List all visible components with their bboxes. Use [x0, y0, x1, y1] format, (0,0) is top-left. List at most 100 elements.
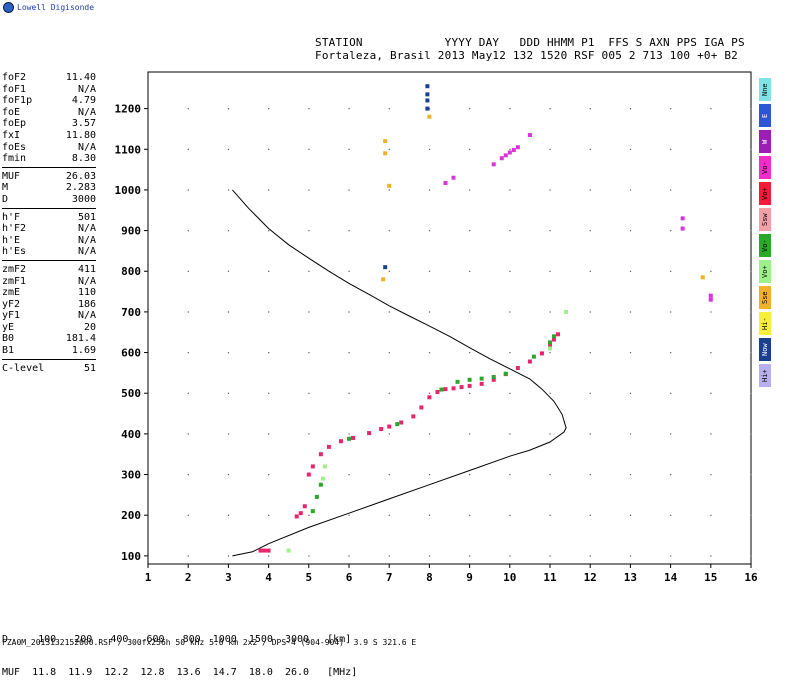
grid-dot [629, 230, 632, 232]
x-tick-label: 12 [584, 571, 597, 584]
grid-dot [670, 474, 672, 476]
x-tick-label: 9 [466, 571, 473, 584]
x-tick-label: 3 [225, 571, 232, 584]
legend-button-sse[interactable]: Sse [759, 286, 771, 309]
grid-dot [428, 555, 431, 557]
grid-dot [348, 555, 350, 557]
grid-dot [308, 108, 310, 110]
echo-point [479, 376, 484, 381]
grid-dot [629, 108, 632, 110]
grid-dot [227, 108, 230, 110]
muf-distance-row: D 100 200 400 600 800 1000 1500 3000 [km… [2, 634, 352, 645]
param-row: foEs N/A [2, 142, 96, 154]
grid-dot [750, 189, 752, 191]
grid-dot [268, 433, 270, 435]
grid-dot [589, 148, 591, 150]
grid-dot [268, 230, 270, 232]
param-row: foF1 N/A [2, 84, 96, 96]
grid-dot [670, 270, 672, 272]
legend-button-hi-[interactable]: Hi+ [759, 364, 771, 387]
param-value: N/A [77, 310, 96, 322]
echo-point [425, 84, 430, 89]
y-tick-label: 800 [121, 265, 141, 278]
param-row: B1 1.69 [2, 345, 96, 357]
muf-table: D 100 200 400 600 800 1000 1500 3000 [km… [2, 612, 357, 689]
polarization-legend: Nne E W Vo- Vo+ Ssw Vo- Vo+ Sse Hi- Now Hi+ [759, 78, 771, 390]
x-tick-label: 1 [145, 571, 152, 584]
grid-dot [268, 352, 270, 354]
grid-dot [710, 433, 712, 435]
param-name: zmF1 [2, 275, 27, 287]
grid-dot [509, 433, 511, 435]
y-tick-label: 700 [121, 306, 141, 319]
legend-button-ssw[interactable]: Ssw [759, 208, 771, 231]
legend-button-vo-[interactable]: Vo- [759, 234, 771, 257]
echo-point [318, 482, 323, 487]
y-tick-label: 1000 [115, 184, 142, 197]
grid-dot [750, 108, 752, 110]
y-tick-label: 400 [121, 428, 141, 441]
param-row: h'Es N/A [2, 246, 96, 258]
grid-dot [348, 189, 350, 191]
echo-point [318, 452, 323, 457]
echo-point [479, 381, 484, 386]
grid-dot [589, 230, 591, 232]
param-name: zmF2 [2, 263, 27, 275]
echo-point [564, 309, 569, 314]
x-tick-label: 13 [624, 571, 637, 584]
legend-button-nne[interactable]: Nne [759, 78, 771, 101]
grid-dot [388, 555, 390, 557]
grid-dot [469, 474, 471, 476]
grid-dot [710, 555, 712, 557]
grid-dot [549, 108, 551, 110]
grid-dot [549, 270, 551, 272]
grid-dot [589, 474, 591, 476]
echo-point [379, 427, 384, 432]
grid-dot [187, 514, 189, 516]
grid-dot [227, 352, 230, 354]
legend-button-now[interactable]: Now [759, 338, 771, 361]
y-tick-label: 1100 [115, 143, 142, 156]
echo-point [539, 351, 544, 356]
grid-dot [348, 311, 350, 313]
grid-dot [308, 433, 310, 435]
echo-point [387, 183, 392, 188]
grid-dot [308, 514, 310, 516]
echo-point [310, 464, 315, 469]
grid-dot [428, 352, 431, 354]
grid-dot [509, 108, 511, 110]
echo-point [427, 114, 432, 119]
grid-dot [348, 148, 350, 150]
grid-dot [750, 311, 752, 313]
echo-point [302, 504, 307, 509]
grid-dot [147, 189, 149, 191]
legend-button-w[interactable]: W [759, 130, 771, 153]
legend-button-vo-[interactable]: Vo+ [759, 260, 771, 283]
grid-dot [629, 474, 632, 476]
echo-point [326, 444, 331, 449]
x-tick-label: 5 [305, 571, 312, 584]
grid-dot [589, 514, 591, 516]
param-row: fxI 11.80 [2, 130, 96, 142]
legend-button-vo-[interactable]: Vo+ [759, 182, 771, 205]
param-name: foEp [2, 118, 27, 130]
grid-dot [750, 514, 752, 516]
param-row: zmE 110 [2, 287, 96, 299]
x-tick-label: 14 [664, 571, 678, 584]
grid-dot [268, 108, 270, 110]
param-value: 1.69 [71, 345, 96, 357]
grid-dot [268, 311, 270, 313]
grid-dot [388, 474, 390, 476]
echo-point [306, 472, 311, 477]
logo-text: Lowell Digisonde [17, 3, 95, 12]
param-row: MUF 26.03 [2, 171, 96, 183]
logo: Lowell Digisonde [3, 2, 94, 13]
legend-button-hi-[interactable]: Hi- [759, 312, 771, 335]
grid-dot [589, 352, 591, 354]
footer-info: FZA0M_2013132152000.RSF / 300fx256h 50 k… [2, 638, 417, 647]
y-tick-label: 300 [121, 469, 141, 482]
echo-point [383, 139, 388, 144]
legend-button-vo-[interactable]: Vo- [759, 156, 771, 179]
grid-dot [670, 392, 672, 394]
legend-button-e[interactable]: E [759, 104, 771, 127]
